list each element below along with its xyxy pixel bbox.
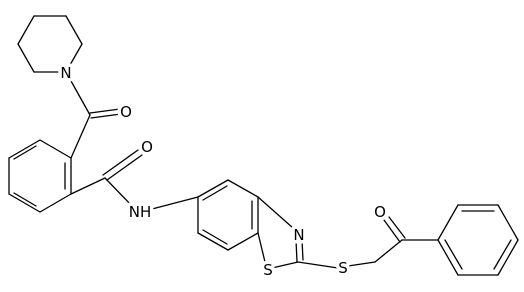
bond bbox=[106, 154, 143, 181]
bond bbox=[202, 185, 228, 201]
atom-label: N bbox=[60, 64, 71, 82]
atom-label: S bbox=[338, 259, 348, 277]
bond bbox=[257, 196, 294, 229]
bonds bbox=[8, 15, 519, 276]
bond bbox=[65, 71, 91, 116]
bond bbox=[13, 192, 37, 207]
bond bbox=[90, 113, 122, 119]
atom-label: O bbox=[141, 138, 153, 156]
bond bbox=[89, 108, 121, 114]
bond bbox=[227, 232, 259, 251]
atom-labels: N O O NH N S S O bbox=[57, 61, 390, 283]
bond bbox=[383, 219, 401, 243]
atom-label: N bbox=[293, 226, 304, 244]
atom-label: O bbox=[120, 103, 132, 121]
bond bbox=[65, 43, 83, 73]
bond bbox=[104, 177, 133, 207]
bond bbox=[197, 179, 229, 198]
bond bbox=[374, 239, 403, 263]
atom-label: O bbox=[374, 203, 386, 221]
bond bbox=[301, 239, 304, 261]
bond bbox=[39, 139, 72, 159]
bond bbox=[17, 15, 35, 45]
bond bbox=[197, 232, 229, 251]
bond bbox=[437, 204, 459, 241]
bond bbox=[497, 239, 519, 276]
bond bbox=[151, 196, 199, 210]
bond bbox=[70, 114, 91, 159]
bond bbox=[271, 261, 299, 269]
bond bbox=[8, 193, 41, 213]
bond bbox=[444, 239, 463, 270]
bond bbox=[493, 239, 512, 270]
bond bbox=[17, 43, 35, 73]
bond bbox=[13, 145, 37, 160]
atom-label: S bbox=[263, 261, 273, 279]
atom-label: NH bbox=[129, 203, 152, 221]
bond bbox=[39, 193, 72, 213]
bond bbox=[388, 216, 406, 239]
bond bbox=[497, 204, 519, 241]
bond bbox=[65, 15, 83, 45]
bond bbox=[297, 261, 339, 269]
bond bbox=[8, 139, 41, 159]
bond bbox=[437, 239, 459, 276]
bond bbox=[257, 232, 266, 263]
bond bbox=[102, 149, 139, 176]
bond bbox=[70, 177, 106, 195]
bond bbox=[347, 261, 376, 267]
bond bbox=[295, 239, 298, 263]
bond bbox=[202, 229, 228, 245]
bond bbox=[227, 179, 259, 198]
